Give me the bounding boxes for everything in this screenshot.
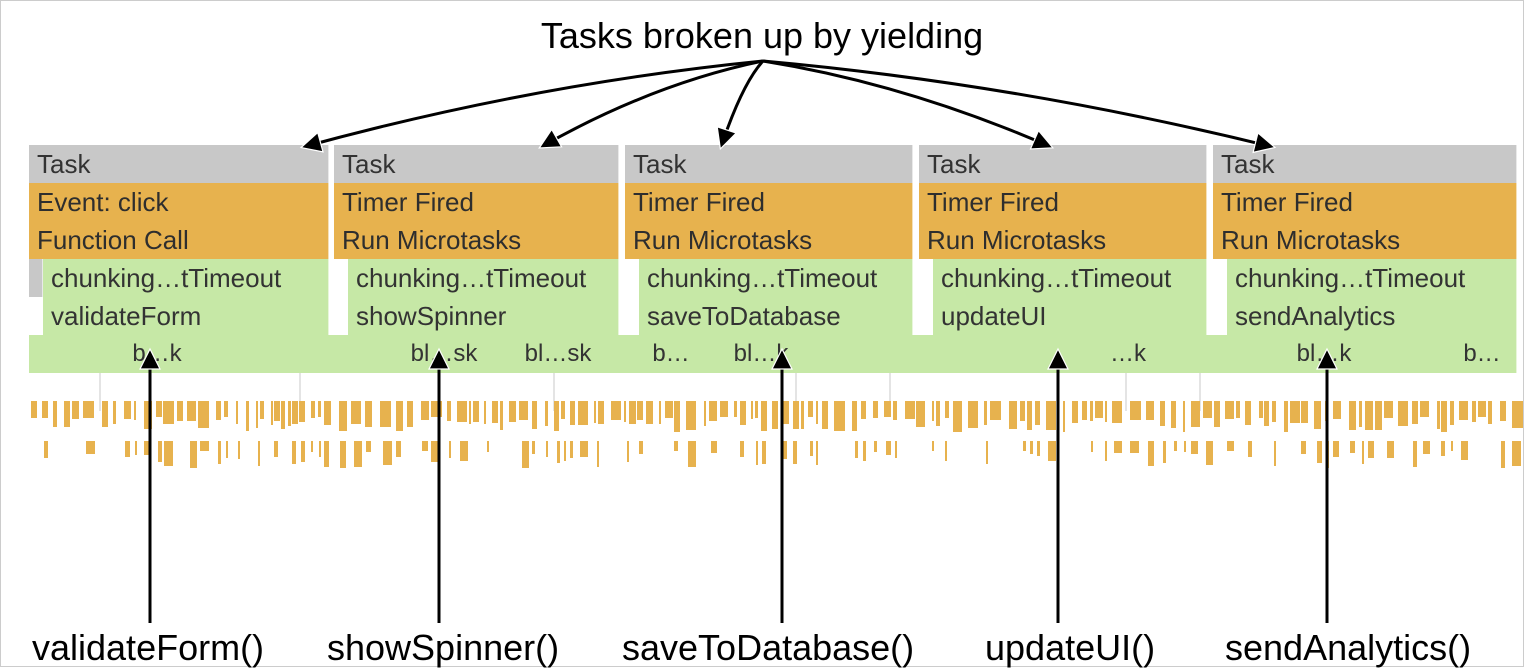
mini-block: bl…sk: [399, 335, 489, 373]
call-row: Run Microtasks: [625, 221, 913, 259]
mini-block: bl…k: [1281, 335, 1367, 373]
page-title: Tasks broken up by yielding: [541, 15, 983, 57]
chunk-row: chunking…tTimeout: [43, 259, 329, 297]
fn-row: sendAnalytics: [1227, 297, 1517, 335]
fn-label: sendAnalytics(): [1225, 627, 1471, 669]
fn-label: validateForm(): [32, 627, 264, 669]
task-header: Task: [1213, 145, 1517, 183]
chunk-row: chunking…tTimeout: [1227, 259, 1517, 297]
task-header: Task: [334, 145, 619, 183]
fn-row: showSpinner: [348, 297, 619, 335]
activity-stubs: [29, 401, 1517, 481]
top-arrow: [721, 61, 763, 147]
mini-block: b…: [639, 335, 703, 373]
mini-block: [924, 335, 954, 373]
task-header: Task: [29, 145, 329, 183]
event-row: Event: click: [29, 183, 329, 221]
top-arrow: [303, 61, 763, 147]
flame-chart: TaskEvent: clickFunction Callchunking…tT…: [29, 145, 1517, 485]
call-row: Function Call: [29, 221, 329, 259]
event-row: Timer Fired: [919, 183, 1207, 221]
fn-row: updateUI: [933, 297, 1207, 335]
top-arrow: [763, 61, 1273, 147]
event-row: Timer Fired: [334, 183, 619, 221]
mini-block: b…: [1449, 335, 1515, 373]
task-header: Task: [625, 145, 913, 183]
top-arrow: [541, 61, 763, 147]
call-row: Run Microtasks: [919, 221, 1207, 259]
mini-block: bl…k: [719, 335, 803, 373]
chunk-row: chunking…tTimeout: [933, 259, 1207, 297]
mini-block: bl…sk: [513, 335, 603, 373]
event-row: Timer Fired: [625, 183, 913, 221]
stub: [29, 259, 43, 297]
top-arrow: [763, 61, 1051, 147]
mini-block: …k: [1089, 335, 1167, 373]
fn-row: validateForm: [43, 297, 329, 335]
chunk-row: chunking…tTimeout: [348, 259, 619, 297]
fn-label: showSpinner(): [327, 627, 559, 669]
fn-label: updateUI(): [985, 627, 1155, 669]
mini-block: b…k: [107, 335, 207, 373]
fn-label: saveToDatabase(): [622, 627, 914, 669]
chunk-row: chunking…tTimeout: [639, 259, 913, 297]
mini-block: [59, 335, 99, 373]
task-header: Task: [919, 145, 1207, 183]
fn-row: saveToDatabase: [639, 297, 913, 335]
event-row: Timer Fired: [1213, 183, 1517, 221]
call-row: Run Microtasks: [334, 221, 619, 259]
call-row: Run Microtasks: [1213, 221, 1517, 259]
